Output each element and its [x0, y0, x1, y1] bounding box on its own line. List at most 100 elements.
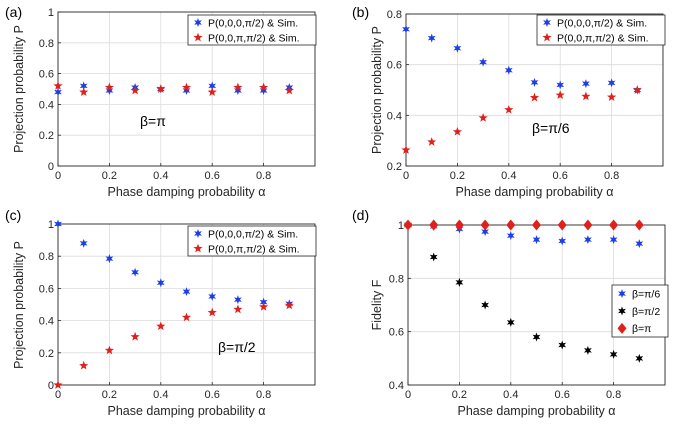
- data-point: [53, 380, 63, 389]
- beta-annotation: β=π/2: [218, 339, 256, 355]
- legend-entry: P(0,0,0,π/2) & Sim.: [208, 17, 298, 29]
- y-tick-label: 0: [48, 380, 54, 392]
- data-point: [478, 113, 488, 122]
- data-point: [156, 278, 165, 288]
- legend-entry: P(0,0,π,π/2) & Sim.: [557, 32, 649, 44]
- data-point: [607, 78, 616, 88]
- data-point: [607, 92, 617, 101]
- y-axis-label: Fidelity F: [370, 279, 384, 330]
- data-point: [609, 349, 618, 359]
- panel-label: (c): [5, 207, 21, 223]
- data-point: [609, 235, 618, 245]
- x-tick-label: 0.2: [102, 170, 117, 182]
- data-point: [532, 332, 541, 342]
- data-point: [506, 317, 515, 327]
- data-point: [558, 236, 567, 246]
- data-point: [104, 345, 114, 355]
- axes-frame: [57, 223, 316, 386]
- x-axis-label: Phase damping probability α: [107, 185, 265, 199]
- data-point: [131, 267, 139, 277]
- data-point: [504, 104, 514, 114]
- data-point: [403, 219, 413, 231]
- data-point: [635, 239, 644, 249]
- data-point: [54, 87, 62, 97]
- data-point: [453, 43, 462, 53]
- y-tick-label: 0.4: [389, 380, 404, 392]
- data-point: [581, 91, 591, 101]
- data-point: [53, 81, 63, 90]
- y-tick-label: 1: [48, 7, 54, 19]
- y-tick-label: 0.6: [387, 60, 402, 72]
- data-point: [207, 307, 217, 317]
- y-tick-label: 0.8: [39, 38, 54, 50]
- panel-a: 0 0.2 0.4 0.6 0.8 0 0.2 0.4 0.6 0.8 1 Phase damping…: [5, 4, 317, 199]
- legend-marker: [194, 18, 202, 27]
- x-tick-label: 0.8: [606, 389, 621, 401]
- data-point: [558, 340, 567, 350]
- x-axis-label: Phase damping probability α: [107, 404, 265, 418]
- data-point: [259, 297, 268, 307]
- y-tick-label: 0.2: [39, 130, 54, 142]
- x-axis-label: Phase damping probability α: [457, 404, 615, 418]
- data-point: [181, 82, 192, 92]
- legend-marker: [543, 18, 551, 27]
- x-tick-label: 0.4: [153, 389, 168, 401]
- legend: P(0,0,0,π/2) & Sim. P(0,0,π,π/2) & Sim.: [187, 14, 317, 46]
- data-point: [582, 79, 590, 89]
- legend-marker: [617, 322, 627, 334]
- x-tick-label: 0: [55, 389, 61, 401]
- x-tick-label: 0.6: [553, 170, 568, 182]
- data-point: [480, 219, 490, 231]
- legend-marker: [618, 306, 626, 316]
- x-tick-label: 0.6: [555, 389, 570, 401]
- x-tick-label: 0.2: [450, 170, 465, 182]
- data-point: [583, 219, 593, 231]
- y-tick-label: 0.4: [39, 316, 54, 328]
- y-tick-label: 1: [398, 220, 404, 232]
- legend-marker: [193, 32, 203, 42]
- data-point: [259, 82, 269, 92]
- y-tick-label: 0.6: [39, 69, 54, 81]
- axes-frame: [405, 13, 664, 167]
- data-point: [259, 302, 269, 311]
- legend-entry: P(0,0,π,π/2) & Sim.: [208, 243, 300, 255]
- data-point: [455, 277, 464, 287]
- data-point: [79, 238, 88, 248]
- data-point: [54, 219, 62, 229]
- y-axis-label: Projection probability P: [12, 25, 26, 153]
- x-tick-label: 0.2: [102, 389, 117, 401]
- y-tick-label: 0.8: [387, 9, 402, 21]
- data-point: [130, 85, 140, 95]
- panel-d: 0 0.2 0.4 0.6 0.8 0.4 0.6 0.8 1 Phase damping pro…: [352, 207, 669, 418]
- data-point: [182, 86, 191, 96]
- data-point: [79, 87, 89, 96]
- x-tick-label: 0.6: [205, 170, 220, 182]
- y-tick-label: 0.8: [389, 273, 404, 285]
- x-tick-label: 0: [405, 389, 411, 401]
- x-tick-label: 0.2: [452, 389, 467, 401]
- data-point: [233, 304, 243, 314]
- legend-entry: P(0,0,0,π/2) & Sim.: [208, 228, 298, 240]
- data-point: [156, 321, 166, 331]
- legend-box: [187, 225, 317, 257]
- data-point: [532, 235, 541, 245]
- data-point: [529, 92, 540, 102]
- y-tick-label: 1: [48, 219, 54, 231]
- x-tick-label: 0.8: [604, 170, 619, 182]
- x-tick-label: 0.4: [503, 389, 518, 401]
- x-tick-label: 0.6: [205, 389, 220, 401]
- data-point: [481, 227, 489, 237]
- data-point: [208, 81, 217, 91]
- legend-box: [187, 14, 317, 46]
- data-point: [182, 287, 191, 297]
- panel-label: (d): [352, 207, 369, 223]
- x-tick-label: 0.4: [501, 170, 516, 182]
- data-point: [156, 84, 166, 93]
- legend-marker: [542, 32, 552, 42]
- data-point: [506, 219, 516, 231]
- legend-entry: β=π: [632, 323, 651, 335]
- data-point: [634, 219, 644, 231]
- data-point: [79, 360, 89, 370]
- x-tick-label: 0.8: [256, 170, 271, 182]
